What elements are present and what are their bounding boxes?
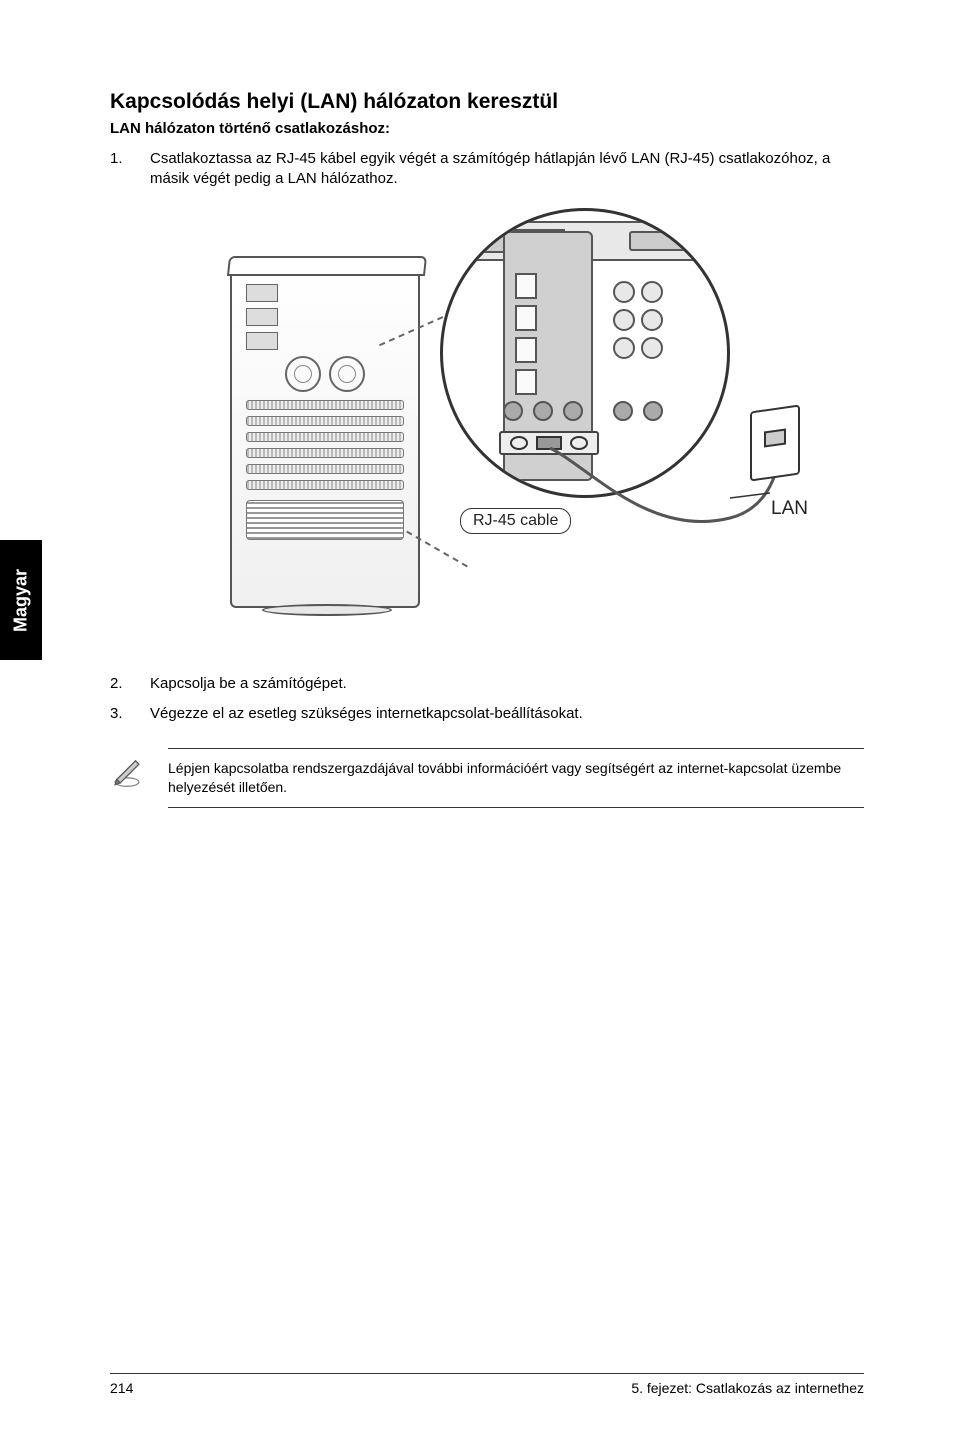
step-2-number: 2. [110, 674, 150, 694]
usb-port-icon [515, 305, 537, 331]
sidebar-language-tab: Magyar [0, 540, 42, 660]
lan-wall-jack-icon [750, 404, 800, 481]
rj45-port-icon [536, 436, 562, 450]
step-2: 2. Kapcsolja be a számítógépet. [110, 674, 864, 694]
page-content: Kapcsolódás helyi (LAN) hálózaton keresz… [0, 0, 954, 848]
audio-jack-icon [641, 281, 663, 303]
audio-jack-icon [613, 281, 635, 303]
usb-port-icon [515, 369, 537, 395]
section-subheading: LAN hálózaton történő csatlakozáshoz: [110, 120, 864, 137]
page-footer: 214 5. fejezet: Csatlakozás az interneth… [110, 1373, 864, 1396]
port-icon [613, 401, 633, 421]
audio-jack-icon [613, 337, 635, 359]
vga-port-icon [629, 231, 699, 251]
port-icon [246, 308, 278, 326]
port-icon [570, 436, 588, 450]
note-block: Lépjen kapcsolatba rendszergazdájával to… [110, 748, 864, 808]
rj45-cable-label: RJ-45 cable [460, 508, 571, 534]
audio-jacks [613, 281, 663, 365]
port-icon [503, 401, 523, 421]
chapter-title: 5. fejezet: Csatlakozás az internethez [631, 1380, 864, 1396]
expansion-slot [246, 448, 404, 458]
port-icon [563, 401, 583, 421]
step-2-text: Kapcsolja be a számítógépet. [150, 674, 864, 694]
step-1-number: 1. [110, 149, 150, 190]
pc-tower-top [227, 256, 427, 276]
lan-connection-figure: RJ-45 cable LAN [170, 208, 810, 648]
figure-container: RJ-45 cable LAN [170, 208, 864, 648]
port-icon [533, 401, 553, 421]
audio-jack-icon [613, 309, 635, 331]
step-3-text: Végezze el az esetleg szükséges internet… [150, 704, 864, 724]
expansion-slot [246, 432, 404, 442]
note-text: Lépjen kapcsolatba rendszergazdájával to… [168, 748, 864, 808]
step-3: 3. Végezze el az esetleg szükséges inter… [110, 704, 864, 724]
lan-port-row [499, 431, 599, 455]
step-1-text: Csatlakoztassa az RJ-45 kábel egyik végé… [150, 149, 864, 190]
fan-icon [329, 356, 365, 392]
pc-tower-rear [230, 268, 420, 608]
rear-panel-callout [440, 208, 730, 498]
psu-vent [246, 500, 404, 540]
port-icon [246, 332, 278, 350]
port-icon [246, 284, 278, 302]
lan-label: LAN [771, 498, 808, 520]
page-number: 214 [110, 1380, 133, 1396]
pc-tower-foot [262, 604, 392, 616]
fan-icon [285, 356, 321, 392]
expansion-slot [246, 464, 404, 474]
step-1: 1. Csatlakoztassa az RJ-45 kábel egyik v… [110, 149, 864, 190]
section-heading: Kapcsolódás helyi (LAN) hálózaton keresz… [110, 90, 864, 114]
port-icon [510, 436, 528, 450]
expansion-slot [246, 480, 404, 490]
pc-tower-panel [246, 284, 404, 588]
expansion-slot [246, 400, 404, 410]
step-3-number: 3. [110, 704, 150, 724]
expansion-slot [246, 416, 404, 426]
audio-jack-icon [641, 309, 663, 331]
usb-column [515, 273, 537, 401]
misc-ports [503, 401, 663, 421]
audio-jack-icon [641, 337, 663, 359]
usb-port-icon [515, 337, 537, 363]
port-icon [643, 401, 663, 421]
note-pencil-icon [110, 754, 144, 788]
usb-port-icon [515, 273, 537, 299]
